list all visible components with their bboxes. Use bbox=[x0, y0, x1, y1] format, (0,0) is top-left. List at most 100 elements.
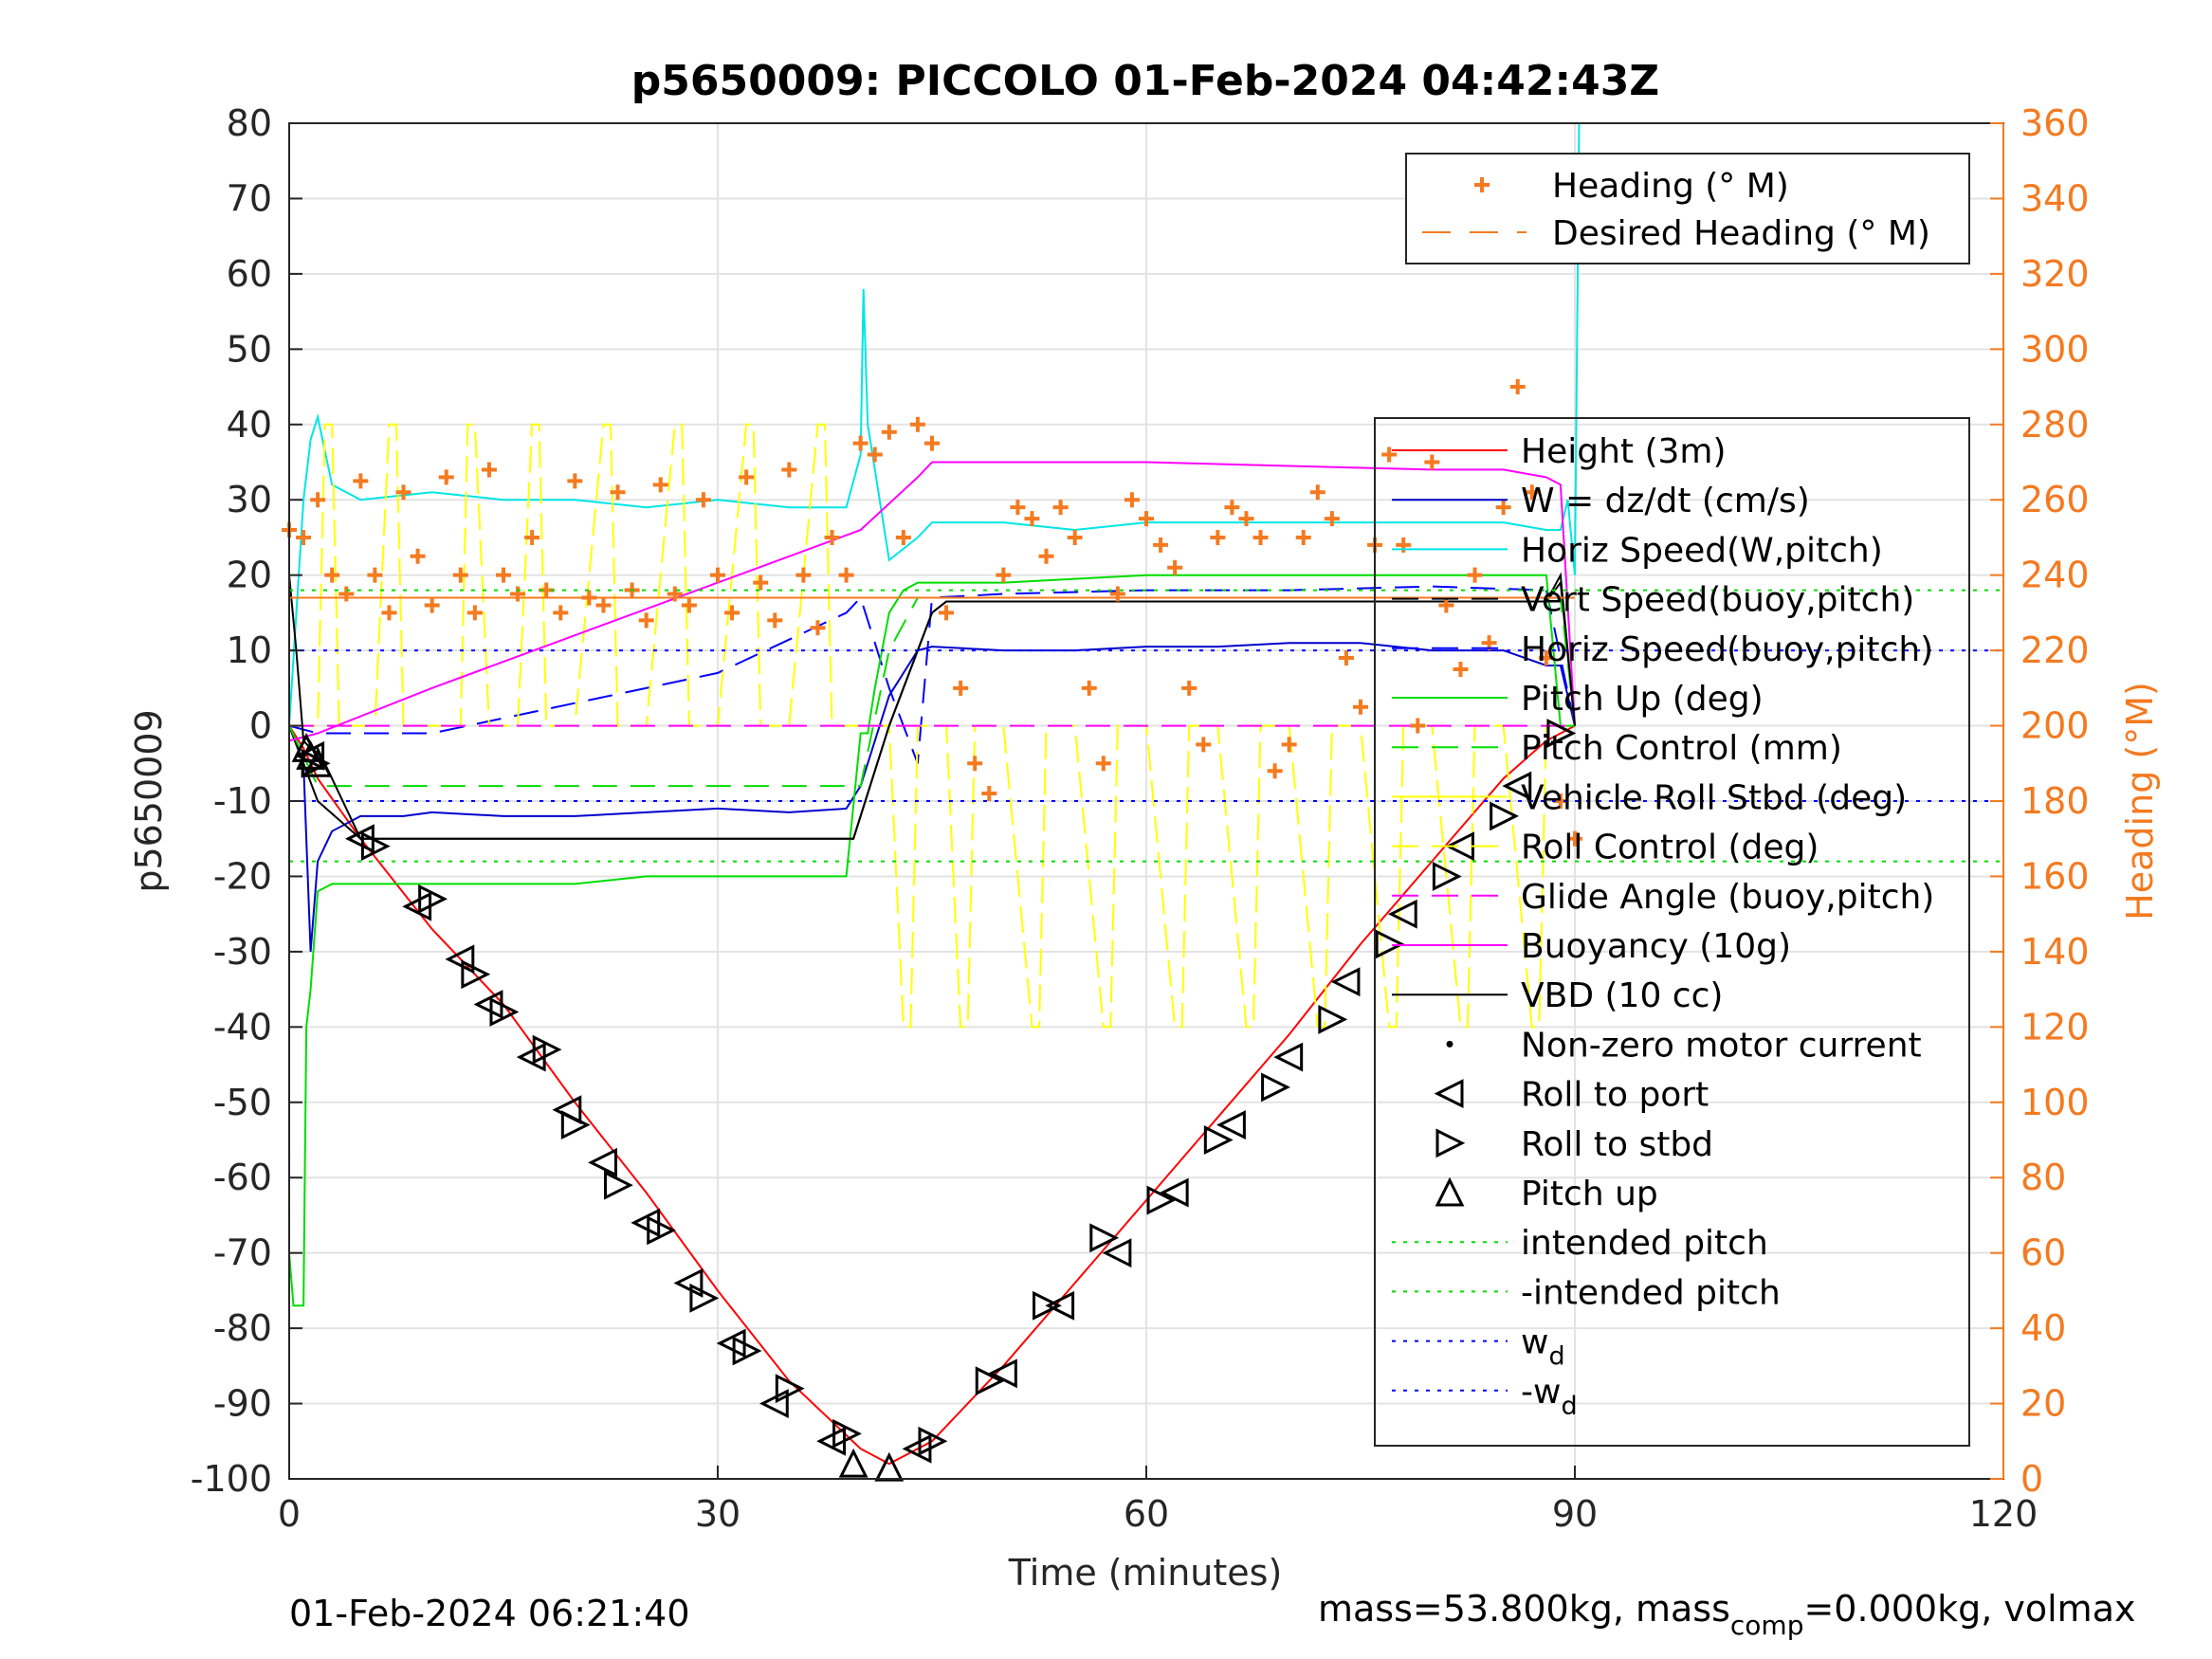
marker-roll-stbd bbox=[1490, 801, 1520, 831]
marker-roll-stbd bbox=[1203, 1125, 1234, 1155]
marker-roll-port bbox=[588, 1147, 617, 1177]
y-axis-label: p5650009 bbox=[128, 709, 170, 892]
y2-tick-label: 180 bbox=[2020, 780, 2090, 822]
heading-point bbox=[1438, 597, 1454, 613]
marker-roll-stbd bbox=[775, 1374, 805, 1404]
heading-point bbox=[1181, 680, 1197, 696]
y2-tick-label: 260 bbox=[2020, 479, 2090, 520]
legend-main-label: Pitch up bbox=[1521, 1175, 1658, 1213]
heading-point bbox=[695, 492, 711, 508]
y-axis-ticks: 80 70 60 50 40 30 20 10 0 -10 -20 -30 -40 -50 -60 -70 -8… bbox=[191, 102, 302, 1500]
heading-point bbox=[681, 597, 697, 613]
x-tick-label: 120 bbox=[1969, 1493, 2038, 1535]
y2-tick-label: 360 bbox=[2020, 102, 2090, 144]
heading-point bbox=[310, 492, 326, 508]
legend-main-label: Non-zero motor current bbox=[1521, 1026, 1922, 1065]
y2-tick-label: 100 bbox=[2020, 1082, 2090, 1123]
marker-roll-port bbox=[759, 1389, 789, 1418]
heading-point bbox=[1381, 447, 1398, 463]
y-tick-label: -80 bbox=[213, 1307, 272, 1349]
heading-point bbox=[724, 605, 740, 621]
series-pitch bbox=[288, 574, 1575, 1307]
legend-heading: Heading (° M) Desired Heading (° M) bbox=[1405, 153, 1970, 264]
marker-roll-port bbox=[673, 1268, 704, 1298]
y-tick-label: 30 bbox=[227, 479, 272, 520]
heading-point bbox=[895, 529, 911, 545]
heading-point bbox=[1238, 511, 1254, 527]
marker-roll-port bbox=[445, 944, 475, 975]
heading-point bbox=[909, 416, 925, 432]
x-tick-label: 30 bbox=[695, 1493, 740, 1535]
marker-pitch-up bbox=[302, 747, 333, 777]
y-tick-label: 60 bbox=[227, 253, 272, 295]
heading-point bbox=[1309, 484, 1325, 501]
legend-main-label: Pitch Control (mm) bbox=[1521, 729, 1842, 768]
legend-main-label: intended pitch bbox=[1521, 1224, 1768, 1263]
heading-point bbox=[381, 605, 397, 621]
y2-tick-label: 40 bbox=[2020, 1307, 2066, 1349]
heading-point bbox=[1196, 737, 1212, 753]
y2-tick-label: 120 bbox=[2020, 1006, 2090, 1048]
marker-roll-stbd bbox=[604, 1170, 633, 1200]
heading-point bbox=[767, 612, 783, 629]
y-tick-label: -30 bbox=[213, 931, 272, 973]
heading-point bbox=[1210, 529, 1226, 545]
legend-main-glyph bbox=[1435, 1176, 1465, 1207]
heading-point bbox=[1353, 699, 1368, 715]
chart-title: p5650009: PICCOLO 01-Feb-2024 04:42:43Z bbox=[631, 57, 1659, 105]
marker-pitch-up bbox=[874, 1451, 905, 1482]
y-tick-label: 0 bbox=[249, 705, 272, 747]
legend-main-label: Horiz Speed(W,pitch) bbox=[1521, 531, 1883, 570]
marker-roll-stbd bbox=[418, 884, 448, 914]
series-heading bbox=[282, 379, 1582, 847]
heading-point bbox=[324, 567, 340, 583]
marker-roll-port bbox=[1502, 771, 1532, 801]
heading-point bbox=[338, 586, 355, 602]
heading-point bbox=[652, 477, 668, 493]
legend-main-glyph bbox=[1435, 1128, 1466, 1158]
heading-point bbox=[452, 567, 468, 583]
heading-point bbox=[1467, 567, 1483, 583]
heading-point bbox=[1295, 529, 1311, 545]
heading-point bbox=[1324, 511, 1340, 527]
heading-point bbox=[395, 484, 411, 501]
heading-point bbox=[996, 567, 1012, 583]
y2-tick-label: 60 bbox=[2020, 1232, 2066, 1274]
heading-point bbox=[1396, 537, 1412, 553]
marker-roll-port bbox=[1102, 1238, 1132, 1268]
series-pitch-ctrl bbox=[288, 596, 1576, 788]
x-tick-label: 90 bbox=[1552, 1493, 1598, 1535]
legend-main-label: -intended pitch bbox=[1521, 1273, 1781, 1312]
marker-pitch-up bbox=[838, 1448, 868, 1478]
series-buoy bbox=[288, 461, 1576, 742]
x-axis-ticks: 0 30 60 90 120 bbox=[278, 1466, 2038, 1535]
heading-point bbox=[1338, 650, 1354, 666]
heading-point bbox=[481, 462, 497, 478]
y2-tick-label: 0 bbox=[2020, 1458, 2043, 1500]
heading-point bbox=[424, 597, 440, 613]
heading-point bbox=[1509, 379, 1526, 395]
heading-point bbox=[824, 529, 840, 545]
heading-point bbox=[1024, 511, 1040, 527]
y-tick-label: 50 bbox=[227, 328, 272, 370]
heading-point bbox=[367, 567, 383, 583]
heading-point bbox=[1081, 680, 1097, 696]
heading-point bbox=[867, 447, 883, 463]
legend-main-label: Roll Control (deg) bbox=[1521, 829, 1819, 867]
marker-roll-stbd bbox=[360, 831, 391, 862]
heading-point bbox=[753, 574, 769, 591]
legend-main-label: Vehicle Roll Stbd (deg) bbox=[1521, 778, 1907, 817]
legend-main-label: Roll to stbd bbox=[1521, 1125, 1713, 1164]
marker-roll-stbd bbox=[1546, 719, 1577, 748]
heading-point bbox=[739, 469, 755, 485]
marker-roll-stbd bbox=[1089, 1223, 1120, 1253]
legend-main-label: Buoyancy (10g) bbox=[1521, 927, 1791, 966]
marker-roll-port bbox=[1045, 1290, 1075, 1321]
y-tick-label: -20 bbox=[213, 855, 272, 897]
series-vbd bbox=[288, 572, 1576, 840]
heading-point bbox=[1524, 484, 1540, 501]
marker-roll-stbd bbox=[1261, 1072, 1290, 1103]
heading-point bbox=[1038, 548, 1054, 564]
legend-main-label: Horiz Speed(buoy,pitch) bbox=[1521, 630, 1933, 669]
heading-point bbox=[838, 567, 854, 583]
